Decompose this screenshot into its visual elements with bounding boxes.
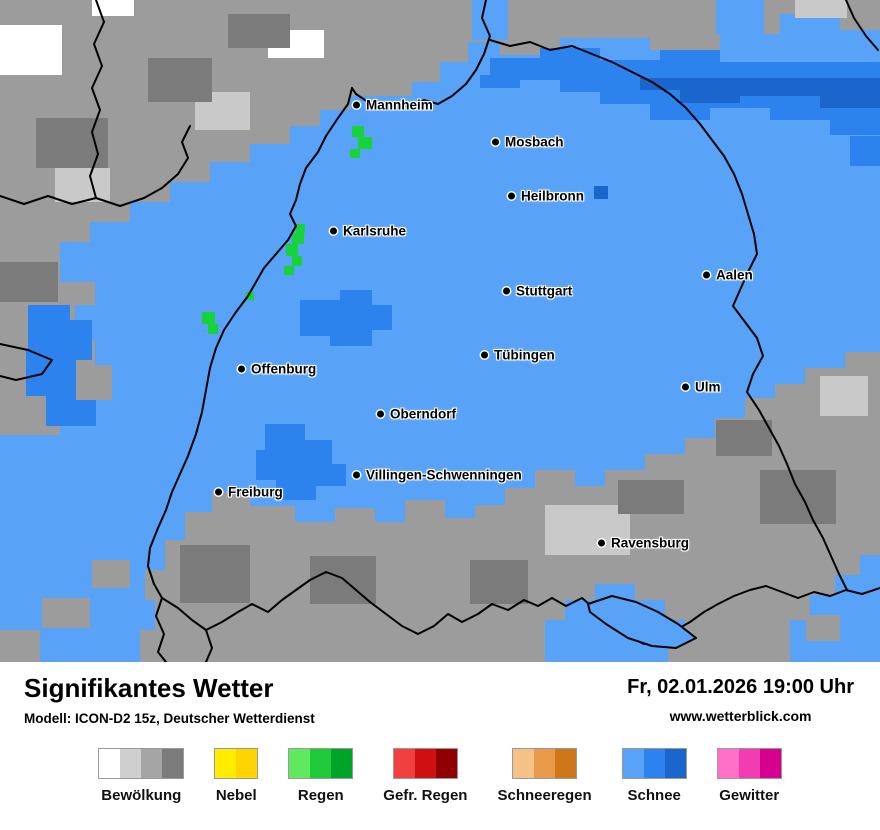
- city-marker: Karlsruhe: [330, 224, 406, 239]
- city-label: Karlsruhe: [343, 223, 407, 239]
- legend-swatch-cell: [759, 748, 781, 778]
- legend-swatch-cell: [120, 748, 142, 778]
- city-dot: [215, 488, 222, 496]
- city-dot: [492, 138, 499, 146]
- legend-swatch-cell: [555, 748, 577, 778]
- forecast-datetime: Fr, 02.01.2026 19:00 Uhr: [627, 676, 854, 698]
- city-marker: Villingen-Schwenningen: [353, 468, 522, 483]
- city-dot: [703, 271, 710, 279]
- city-label: Aalen: [716, 267, 753, 283]
- city-label: Ulm: [695, 379, 721, 395]
- city-dot: [330, 227, 337, 235]
- legend-swatch-cell: [141, 748, 163, 778]
- city-label: Freiburg: [228, 484, 283, 500]
- city-marker: Ravensburg: [598, 536, 689, 551]
- legend-swatch-cell: [331, 748, 353, 778]
- city-marker: Heilbronn: [508, 189, 584, 204]
- city-label: Villingen-Schwenningen: [366, 467, 522, 483]
- legend-item: Bewölkung: [98, 747, 185, 804]
- city-label: Offenburg: [251, 361, 317, 377]
- footer-left: Signifikantes Wetter Modell: ICON-D2 15z…: [24, 673, 315, 726]
- legend-swatch: [288, 747, 354, 779]
- rain-regions: [202, 126, 372, 334]
- city-marker: Tübingen: [481, 348, 555, 363]
- legend-swatch-cell: [717, 748, 739, 778]
- city-dot: [353, 471, 360, 479]
- legend-swatch-cell: [534, 748, 556, 778]
- city-label: Ravensburg: [611, 535, 690, 551]
- legend-swatch: [621, 747, 687, 779]
- legend-swatch-cell: [99, 748, 121, 778]
- legend-swatch-cell: [643, 748, 665, 778]
- city-marker: Aalen: [703, 268, 753, 283]
- weather-map-raster: [0, 0, 880, 662]
- legend-item: Nebel: [214, 747, 259, 804]
- city-dot: [238, 365, 245, 373]
- legend-swatch-cell: [236, 748, 258, 778]
- legend-swatch: [392, 747, 458, 779]
- city-label: Mosbach: [505, 134, 564, 150]
- legend-label: Schneeregen: [497, 786, 592, 804]
- legend-label: Gefr. Regen: [383, 786, 468, 804]
- city-dot: [682, 383, 689, 391]
- website-url: www.wetterblick.com: [669, 708, 812, 724]
- city-marker: Mosbach: [492, 135, 564, 150]
- footer-top: Signifikantes Wetter Modell: ICON-D2 15z…: [0, 672, 880, 726]
- border-lines: [0, 0, 880, 662]
- legend-swatch-cell: [289, 748, 311, 778]
- footer-right: Fr, 02.01.2026 19:00 Uhr www.wetterblick…: [627, 674, 854, 724]
- city-marker: Offenburg: [238, 362, 316, 377]
- legend-swatch-cell: [435, 748, 457, 778]
- legend-item: Gefr. Regen: [383, 747, 468, 804]
- city-label: Mannheim: [366, 97, 433, 113]
- city-marker: Oberndorf: [377, 407, 456, 422]
- city-marker: Freiburg: [215, 485, 283, 500]
- legend-swatch-cell: [310, 748, 332, 778]
- legend-label: Bewölkung: [101, 786, 182, 804]
- legend-swatch-cell: [414, 748, 436, 778]
- city-dot: [481, 351, 488, 359]
- lake-constance: [587, 595, 697, 649]
- legend-swatch: [98, 747, 185, 779]
- legend-label: Regen: [297, 786, 344, 804]
- city-dot: [503, 287, 510, 295]
- legend-label: Nebel: [215, 786, 257, 804]
- legend: Bewölkung Nebel Regen Gefr. Regen Schneerege…: [0, 747, 880, 804]
- city-label: Oberndorf: [390, 406, 456, 422]
- page-title: Signifikantes Wetter: [24, 673, 274, 703]
- legend-swatch: [512, 747, 578, 779]
- city-dot: [353, 101, 360, 109]
- legend-swatch: [214, 747, 259, 779]
- legend-swatch-cell: [664, 748, 686, 778]
- legend-swatch-cell: [622, 748, 644, 778]
- city-layer: Mannheim Mosbach Heilbronn Karlsruhe Aalen St…: [215, 98, 753, 551]
- legend-label: Gewitter: [719, 786, 780, 804]
- city-marker: Stuttgart: [503, 284, 572, 299]
- legend-swatch-cell: [738, 748, 760, 778]
- city-dot: [598, 539, 605, 547]
- city-dot: [508, 192, 515, 200]
- city-marker: Mannheim: [353, 98, 433, 113]
- legend-swatch-cell: [513, 748, 535, 778]
- model-info: Modell: ICON-D2 15z, Deutscher Wetterdie…: [24, 710, 315, 726]
- legend-swatch-cell: [393, 748, 415, 778]
- legend-item: Gewitter: [716, 747, 782, 804]
- legend-item: Schneeregen: [497, 747, 592, 804]
- city-label: Tübingen: [494, 347, 555, 363]
- city-label: Stuttgart: [516, 283, 573, 299]
- legend-label: Schnee: [627, 786, 681, 804]
- legend-item: Regen: [288, 747, 354, 804]
- legend-swatch-cell: [162, 748, 184, 778]
- city-label: Heilbronn: [521, 188, 584, 204]
- city-marker: Ulm: [682, 380, 721, 395]
- footer: Signifikantes Wetter Modell: ICON-D2 15z…: [0, 662, 880, 830]
- legend-item: Schnee: [621, 747, 687, 804]
- legend-swatch: [716, 747, 782, 779]
- city-dot: [377, 410, 384, 418]
- weather-map: Mannheim Mosbach Heilbronn Karlsruhe Aalen St…: [0, 0, 880, 662]
- legend-swatch-cell: [215, 748, 237, 778]
